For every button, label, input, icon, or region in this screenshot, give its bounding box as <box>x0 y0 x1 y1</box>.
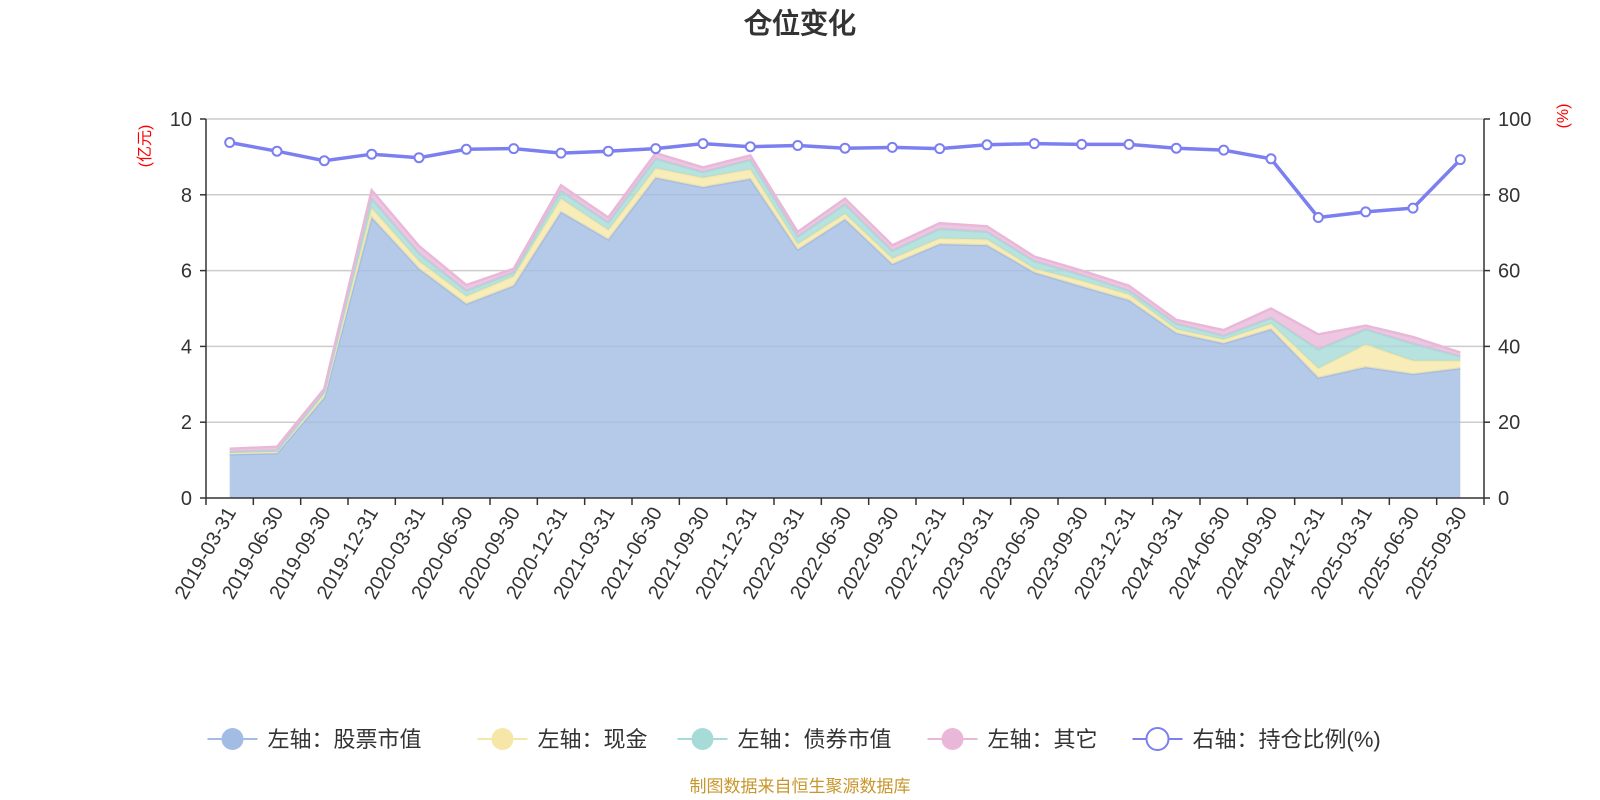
ratio-point[interactable] <box>839 142 851 154</box>
legend-label: 右轴：持仓比例(%) <box>1193 727 1381 752</box>
ratio-point[interactable] <box>1454 154 1466 166</box>
left-tick-label: 0 <box>181 488 192 510</box>
left-tick-label: 10 <box>170 109 192 131</box>
left-tick-label: 6 <box>181 261 192 283</box>
left-axis-unit: (亿元) <box>136 125 154 168</box>
left-tick-label: 8 <box>181 185 192 207</box>
legend-item[interactable]: 左轴：债券市值 <box>677 727 892 752</box>
ratio-point[interactable] <box>886 141 898 153</box>
right-tick-label: 80 <box>1498 185 1520 207</box>
legend-label: 左轴：股票市值 <box>268 727 422 752</box>
ratio-point[interactable] <box>934 143 946 155</box>
ratio-point[interactable] <box>1123 138 1135 150</box>
legend-item[interactable]: 左轴：股票市值 <box>207 727 422 752</box>
legend-marker <box>1145 727 1170 751</box>
right-tick-label: 40 <box>1498 336 1520 358</box>
legend-marker <box>221 728 244 750</box>
legend-label: 左轴：债券市值 <box>738 727 892 752</box>
ratio-point[interactable] <box>1170 142 1182 154</box>
ratio-point[interactable] <box>508 143 520 155</box>
legend-item[interactable]: 右轴：持仓比例(%) <box>1132 727 1381 752</box>
data-source-note: 制图数据来自恒生聚源数据库 <box>690 777 911 796</box>
right-tick-label: 0 <box>1498 488 1509 510</box>
ratio-point[interactable] <box>1360 206 1372 218</box>
ratio-point[interactable] <box>366 148 378 160</box>
ratio-point[interactable] <box>413 152 425 164</box>
ratio-point[interactable] <box>744 141 756 153</box>
legend[interactable]: 左轴：股票市值 左轴：现金 左轴：债券市值 左轴：其它 右轴：持仓比例(%) <box>207 727 1381 752</box>
ratio-point[interactable] <box>1218 144 1230 156</box>
ratio-point[interactable] <box>1312 212 1324 223</box>
left-tick-label: 4 <box>181 336 192 358</box>
left-tick-label: 2 <box>181 412 192 434</box>
ratio-point[interactable] <box>792 140 804 151</box>
ratio-point[interactable] <box>271 145 283 157</box>
legend-marker <box>691 728 714 750</box>
ratio-point[interactable] <box>1265 153 1277 165</box>
ratio-point[interactable] <box>318 155 330 167</box>
ratio-point[interactable] <box>602 145 614 157</box>
legend-item[interactable]: 左轴：现金 <box>477 727 648 752</box>
legend-label: 左轴：现金 <box>538 727 648 752</box>
stacked-areas <box>229 151 1461 498</box>
ratio-point[interactable] <box>650 143 662 155</box>
right-axis-unit: (%) <box>1555 104 1572 129</box>
ratio-point[interactable] <box>981 139 993 151</box>
ratio-point[interactable] <box>460 143 472 155</box>
position-ratio-line <box>224 137 1466 223</box>
ratio-point[interactable] <box>1028 138 1040 150</box>
ratio-point[interactable] <box>555 147 567 159</box>
legend-item[interactable]: 左轴：其它 <box>927 727 1098 752</box>
right-tick-label: 20 <box>1498 412 1520 434</box>
ratio-point[interactable] <box>224 137 236 148</box>
right-tick-label: 100 <box>1498 109 1531 131</box>
area-edge-左轴：其它 <box>229 151 1461 450</box>
legend-marker <box>941 728 964 750</box>
right-tick-label: 60 <box>1498 261 1520 283</box>
legend-marker <box>491 728 514 750</box>
ratio-point[interactable] <box>1076 138 1088 150</box>
area-左轴：股票市值 <box>229 177 1461 498</box>
legend-label: 左轴：其它 <box>988 727 1098 752</box>
ratio-point[interactable] <box>1407 202 1419 214</box>
chart-title: 仓位变化 <box>744 7 856 39</box>
ratio-point[interactable] <box>697 138 709 150</box>
